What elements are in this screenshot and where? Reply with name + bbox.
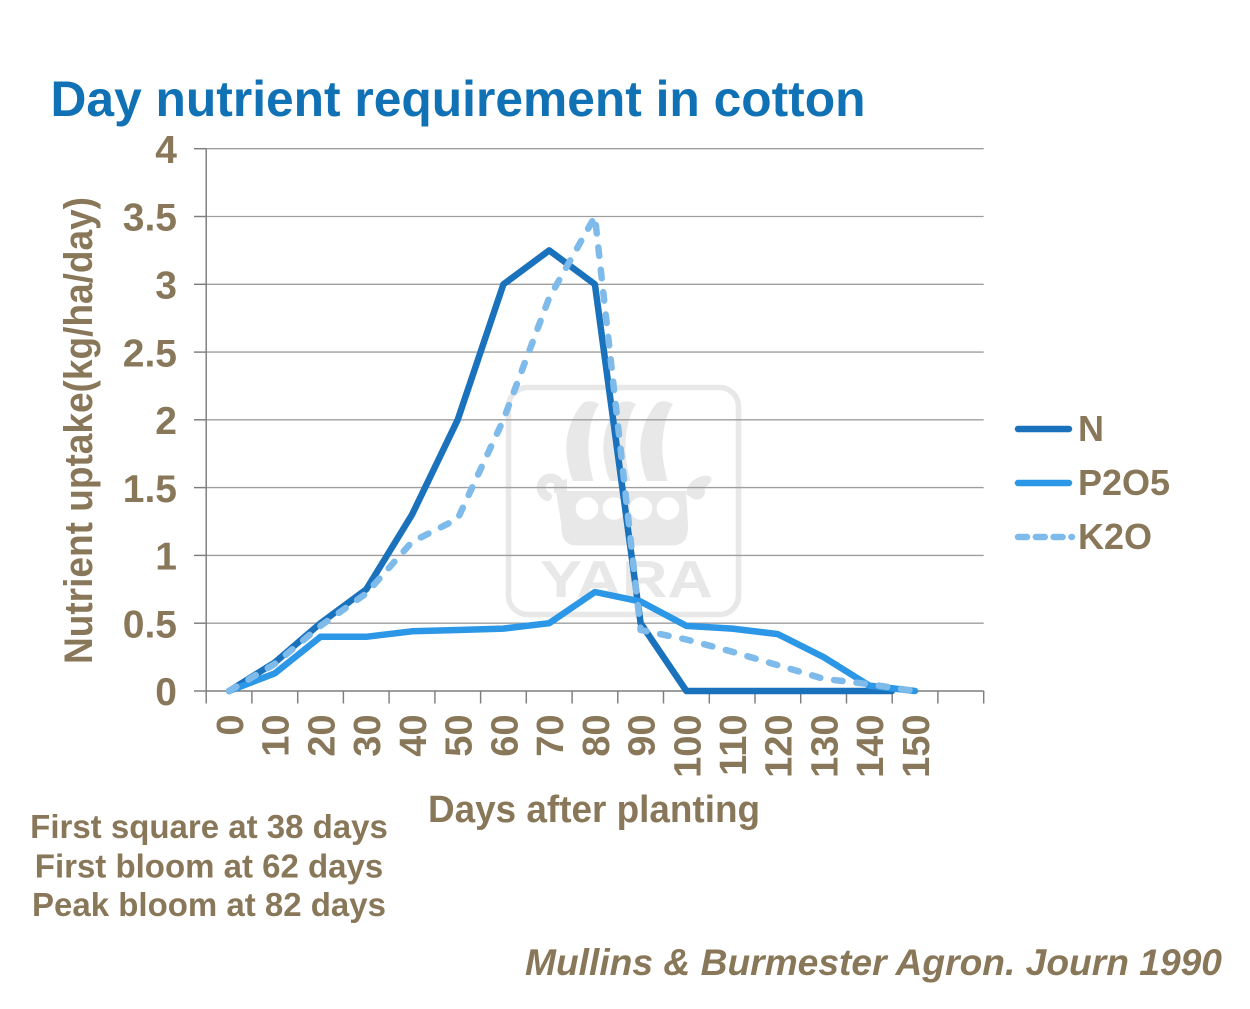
svg-text:1: 1 — [155, 536, 177, 579]
svg-text:K2O: K2O — [1078, 516, 1152, 557]
svg-text:0.5: 0.5 — [123, 603, 177, 646]
svg-text:2: 2 — [155, 400, 177, 443]
svg-text:50: 50 — [439, 715, 481, 757]
svg-text:70: 70 — [530, 715, 572, 757]
svg-text:10: 10 — [256, 715, 298, 757]
svg-text:150: 150 — [896, 715, 938, 778]
svg-text:P2O5: P2O5 — [1078, 462, 1170, 503]
svg-text:Nutrient uptake(kg/ha/day): Nutrient uptake(kg/ha/day) — [57, 197, 101, 664]
svg-text:80: 80 — [576, 715, 618, 757]
svg-text:1.5: 1.5 — [123, 468, 177, 511]
svg-text:2.5: 2.5 — [123, 332, 177, 375]
svg-text:3: 3 — [155, 265, 177, 308]
svg-text:Day nutrient requirement in co: Day nutrient requirement in cotton — [51, 71, 866, 127]
svg-text:0: 0 — [155, 671, 177, 714]
svg-text:Days after planting: Days after planting — [428, 789, 760, 831]
svg-text:90: 90 — [622, 715, 664, 757]
svg-text:First square at 38 days: First square at 38 days — [30, 808, 388, 845]
svg-text:20: 20 — [301, 715, 343, 757]
svg-text:140: 140 — [850, 715, 892, 778]
svg-text:3.5: 3.5 — [123, 197, 177, 240]
svg-text:4: 4 — [155, 129, 177, 172]
svg-text:40: 40 — [393, 715, 435, 757]
svg-text:30: 30 — [347, 715, 389, 757]
svg-text:60: 60 — [484, 715, 526, 757]
svg-text:Mullins & Burmester Agron. Jou: Mullins & Burmester Agron. Journ 1990 — [525, 942, 1222, 983]
svg-text:Peak bloom at 82 days: Peak bloom at 82 days — [32, 886, 386, 923]
svg-text:0: 0 — [210, 715, 252, 736]
svg-text:110: 110 — [713, 715, 755, 776]
svg-text:First bloom at 62 days: First bloom at 62 days — [35, 848, 383, 885]
svg-text:120: 120 — [759, 715, 801, 778]
svg-text:100: 100 — [667, 715, 709, 778]
svg-text:N: N — [1078, 408, 1104, 449]
svg-text:130: 130 — [805, 715, 847, 778]
